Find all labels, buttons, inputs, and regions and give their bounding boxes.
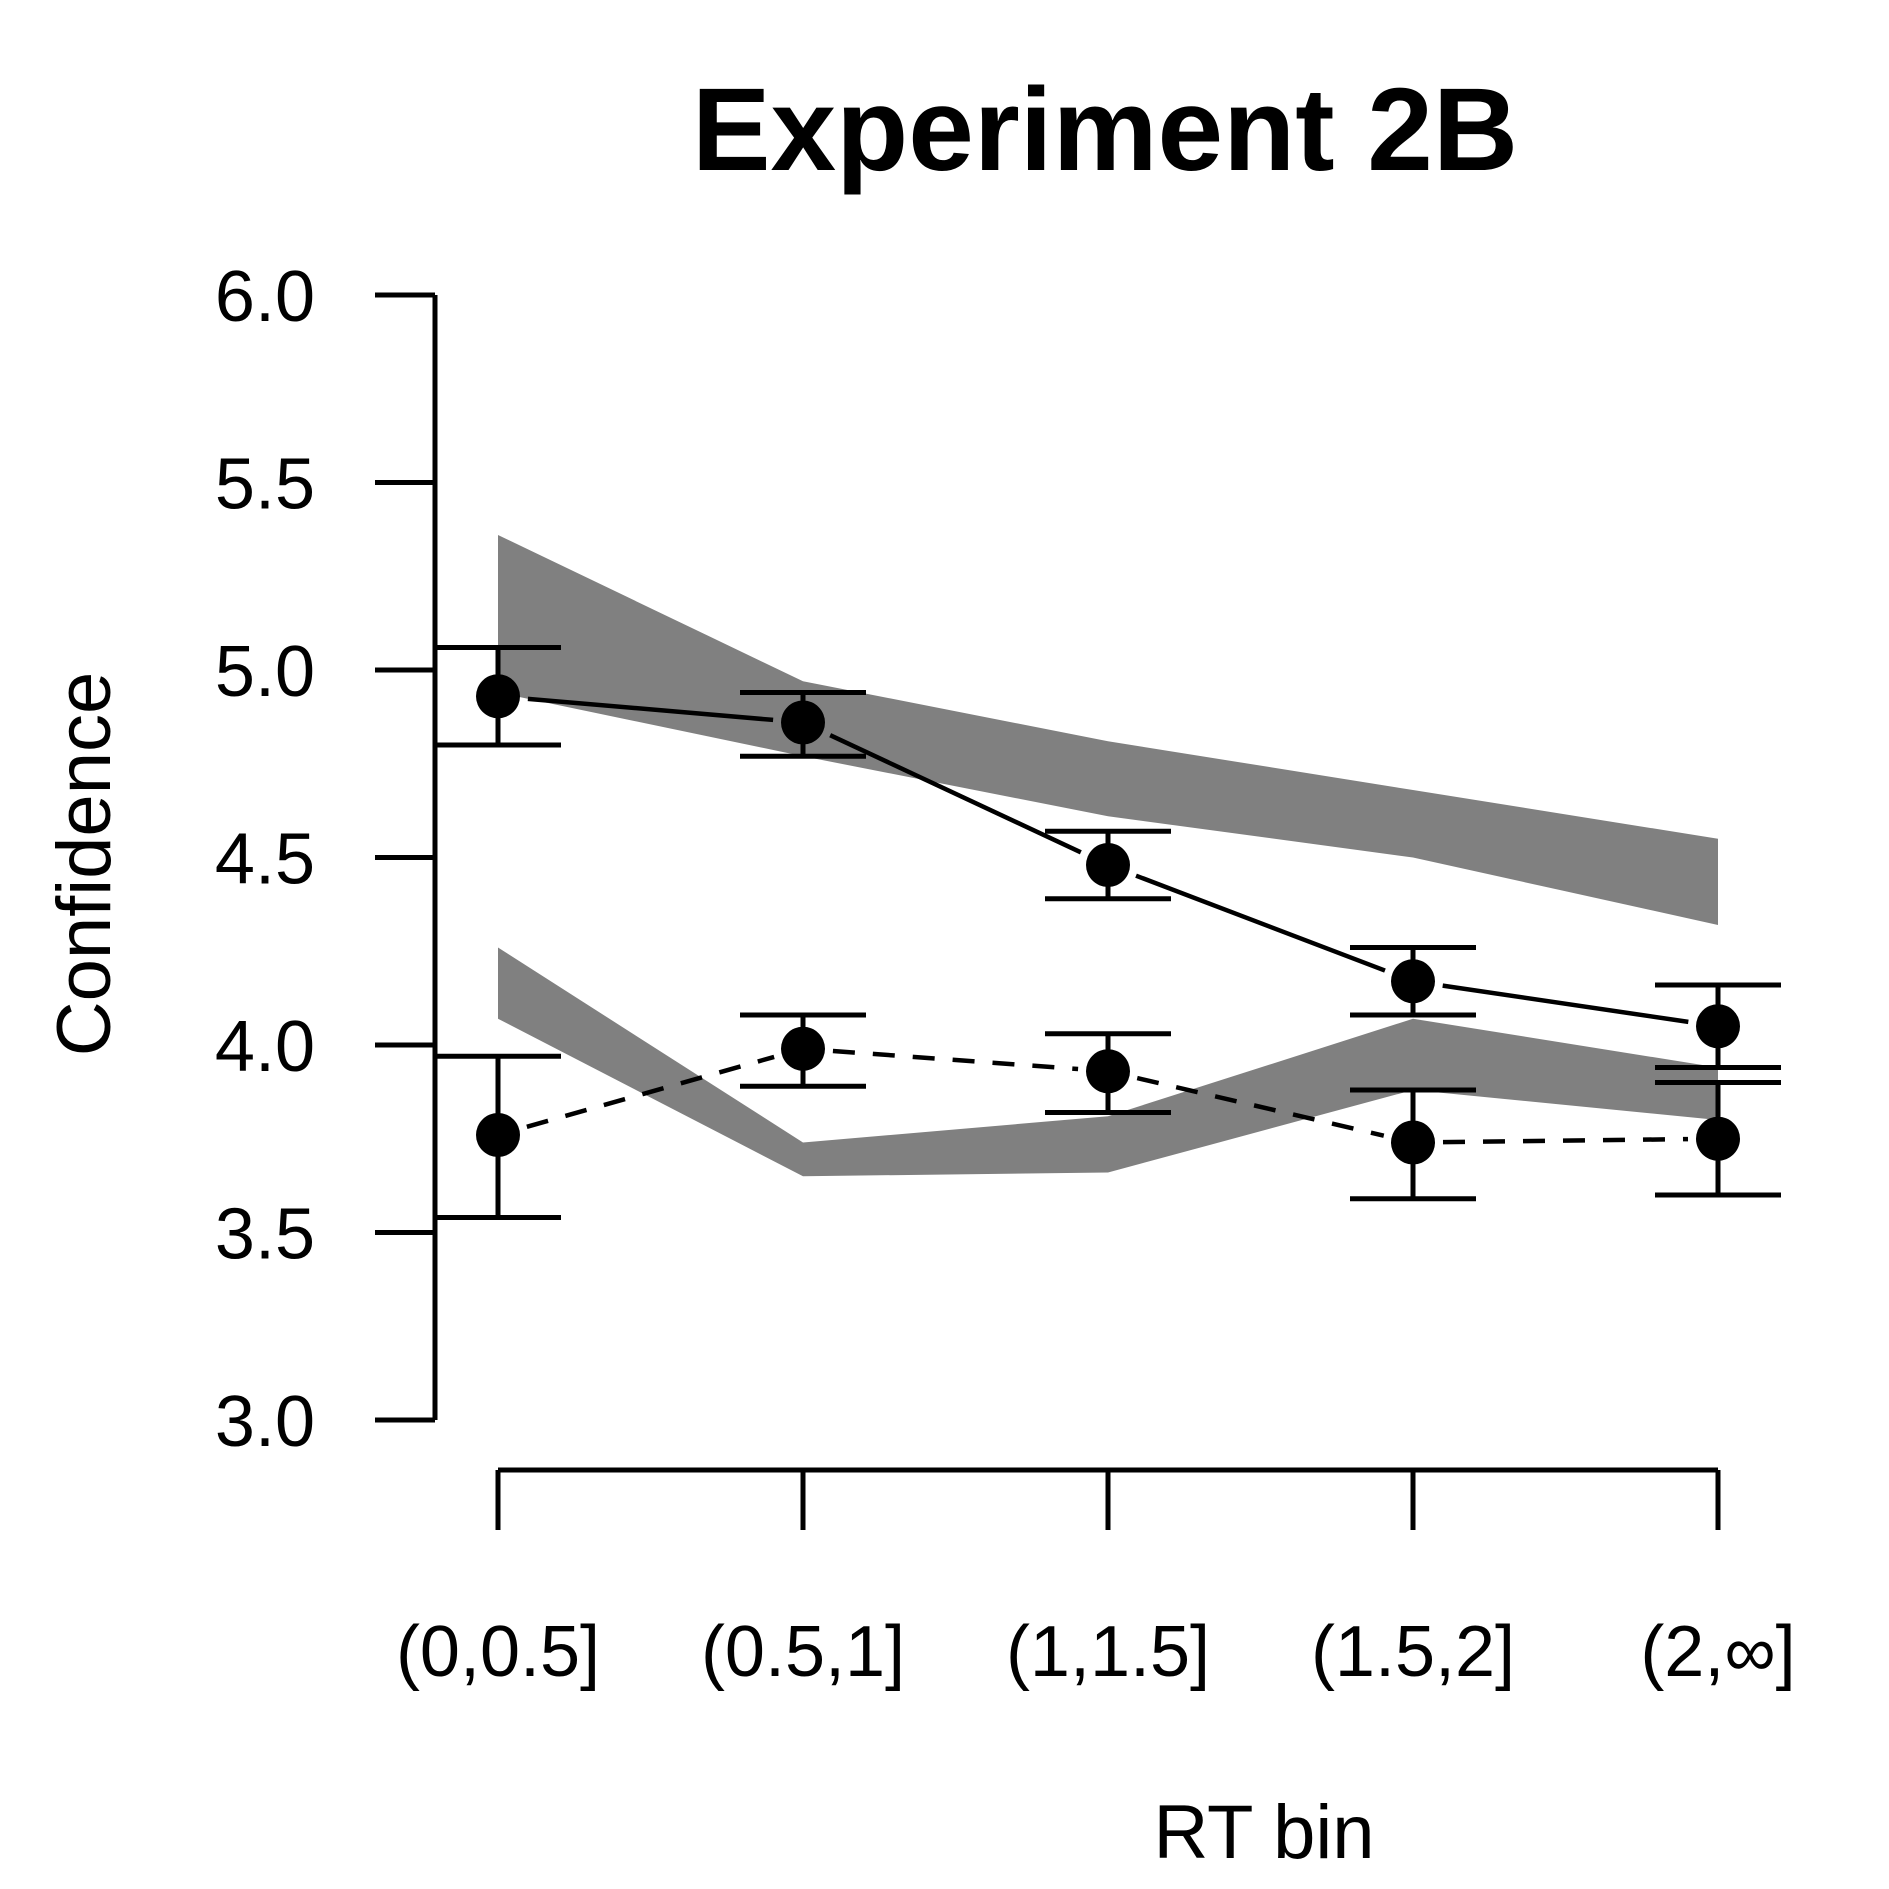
- data-series: [435, 645, 1781, 1220]
- data-point: [1086, 843, 1130, 887]
- prediction-bands: [498, 535, 1718, 1177]
- data-point: [476, 1113, 520, 1157]
- data-point: [1086, 1049, 1130, 1094]
- prediction-band-1: [498, 535, 1718, 925]
- y-tick-label: 5.5: [215, 445, 315, 525]
- data-point: [1696, 1116, 1740, 1161]
- data-point: [781, 1026, 825, 1071]
- y-tick-label: 6.0: [215, 257, 315, 337]
- y-tick-label: 3.0: [215, 1382, 315, 1462]
- series-1-segment: [1442, 983, 1689, 1025]
- series-1-segment: [1135, 873, 1386, 973]
- y-tick-label: 3.5: [215, 1195, 315, 1275]
- data-point: [1391, 959, 1435, 1004]
- y-tick-label: 4.5: [215, 820, 315, 900]
- y-tick-label: 5.0: [215, 632, 315, 712]
- data-point: [476, 674, 520, 719]
- data-point: [781, 700, 825, 745]
- data-point: [1696, 1004, 1740, 1049]
- series-2-segment: [1136, 1075, 1385, 1138]
- y-axis-label: Confidence: [42, 672, 127, 1057]
- x-tick-label: (0.5,1]: [701, 1612, 905, 1692]
- x-axis-label: RT bin: [1153, 1790, 1374, 1875]
- series-1-segment: [829, 733, 1082, 855]
- x-tick-label: (0,0.5]: [396, 1612, 600, 1692]
- series-2-segment: [526, 1054, 775, 1130]
- x-tick-label: (1,1.5]: [1006, 1612, 1210, 1692]
- series-1-segment: [527, 696, 774, 723]
- x-axis: (0,0.5] (0.5,1] (1,1.5] (1.5,2] (2,∞]: [396, 1467, 1796, 1692]
- chart-title: Experiment 2B: [692, 64, 1518, 196]
- x-tick-label: (1.5,2]: [1311, 1612, 1515, 1692]
- x-tick-label: (2,∞]: [1640, 1612, 1795, 1692]
- y-axis: 3.0 3.5 4.0 4.5 5.0 5.5 6.0: [215, 257, 438, 1462]
- prediction-band-2: [498, 947, 1718, 1177]
- series-2-segment: [1442, 1136, 1689, 1145]
- series-2-segment: [832, 1048, 1079, 1072]
- data-point: [1391, 1120, 1435, 1165]
- y-tick-label: 4.0: [215, 1007, 315, 1087]
